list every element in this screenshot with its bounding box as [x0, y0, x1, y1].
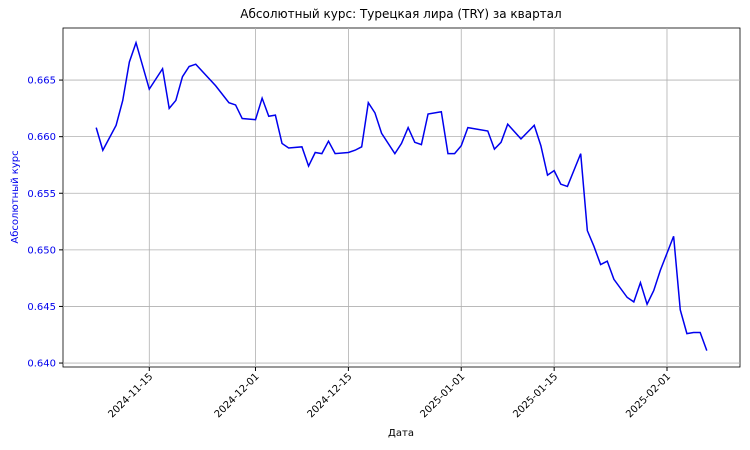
x-tick-label: 2025-01-01 [418, 371, 467, 420]
x-tick-label: 2025-01-15 [511, 371, 560, 420]
y-axis-label: Абсолютный курс [10, 150, 21, 243]
plot-frame [62, 27, 741, 368]
x-axis-label: Дата [388, 428, 414, 439]
y-tick-label: 0.645 [27, 302, 56, 313]
y-tick-label: 0.665 [27, 76, 56, 87]
x-tick-label: 2024-12-01 [213, 371, 262, 420]
y-tick-label: 0.655 [27, 189, 56, 200]
y-tick-label: 0.660 [27, 132, 56, 143]
y-tick-label: 0.650 [27, 245, 56, 256]
x-tick-label: 2025-02-01 [624, 371, 673, 420]
x-tick-label: 2024-11-15 [107, 371, 156, 420]
y-tick-label: 0.640 [27, 359, 56, 370]
chart-title: Абсолютный курс: Турецкая лира (TRY) за … [240, 7, 561, 21]
line-series [95, 40, 708, 351]
x-tick-label: 2024-12-15 [306, 371, 355, 420]
